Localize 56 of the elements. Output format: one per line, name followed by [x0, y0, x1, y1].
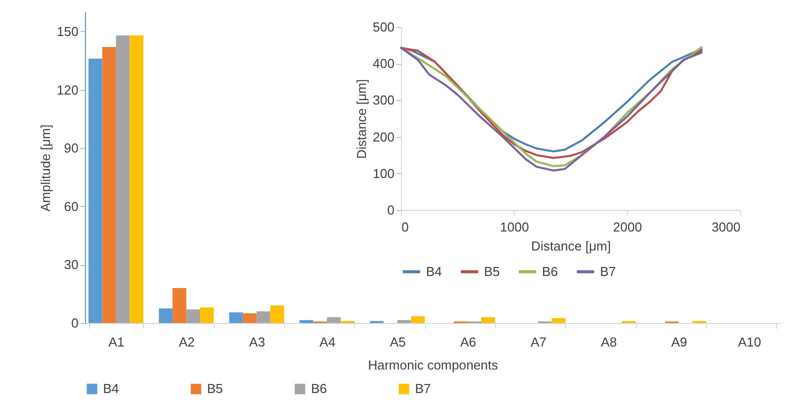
x-tick-label: A8	[600, 334, 617, 350]
bar	[256, 311, 270, 323]
x-tick-label: A7	[530, 334, 546, 350]
bar	[270, 306, 284, 323]
x-tick-label: A1	[108, 334, 124, 350]
bar	[186, 309, 200, 323]
y-tick-label: 0	[387, 202, 394, 218]
bar	[88, 58, 102, 323]
x-tick-label: A4	[320, 334, 336, 350]
y-tick-label: 500	[372, 20, 394, 34]
legend-label: B6	[542, 264, 558, 279]
x-tick-label: A9	[671, 334, 688, 350]
y-tick-label: 100	[372, 166, 394, 181]
bar	[102, 46, 116, 323]
bar	[481, 317, 496, 323]
x-tick-label: A10	[738, 334, 762, 350]
y-tick-label: 150	[56, 24, 78, 39]
bar	[411, 316, 425, 323]
x-tick-label: A2	[178, 334, 195, 350]
y-axis-title: Amplitude [μm]	[38, 124, 53, 212]
bar	[229, 312, 243, 323]
x-axis-title: Harmonic components	[368, 358, 499, 372]
bar	[552, 318, 566, 323]
bar	[116, 35, 130, 323]
x-tick-label: A6	[460, 334, 476, 350]
bar	[300, 320, 314, 323]
bar	[200, 307, 214, 323]
y-tick-label: 60	[64, 198, 78, 214]
y-tick-label: 0	[71, 316, 78, 330]
legend-label: B4	[426, 264, 442, 279]
legend-label: B4	[103, 381, 119, 396]
bar	[326, 317, 341, 323]
x-axis-title: Distance [μm]	[531, 238, 611, 254]
x-tick-label: 1000	[500, 220, 529, 234]
y-tick-label: 300	[372, 92, 394, 108]
bar	[158, 308, 173, 323]
y-tick-label: 90	[64, 140, 78, 156]
x-tick-label: 3000	[712, 220, 740, 234]
bar	[172, 288, 186, 323]
bar	[130, 35, 144, 323]
bar	[397, 320, 412, 323]
y-tick-label: 30	[64, 257, 78, 272]
y-tick-label: 200	[372, 129, 394, 144]
y-tick-label: 400	[372, 56, 394, 72]
legend-label: B6	[311, 381, 327, 396]
x-tick-label: A3	[249, 334, 266, 350]
legend-label: B5	[207, 381, 223, 396]
x-tick-label: A5	[390, 334, 406, 350]
y-tick-label: 120	[56, 82, 78, 98]
y-axis-title: Distance [μm]	[354, 79, 369, 159]
legend-label: B7	[600, 264, 616, 279]
legend-label: B5	[484, 264, 500, 279]
x-tick-label: 2000	[613, 220, 642, 234]
legend-label: B7	[415, 381, 431, 396]
bar	[242, 313, 257, 323]
x-tick-label: 0	[402, 220, 409, 234]
